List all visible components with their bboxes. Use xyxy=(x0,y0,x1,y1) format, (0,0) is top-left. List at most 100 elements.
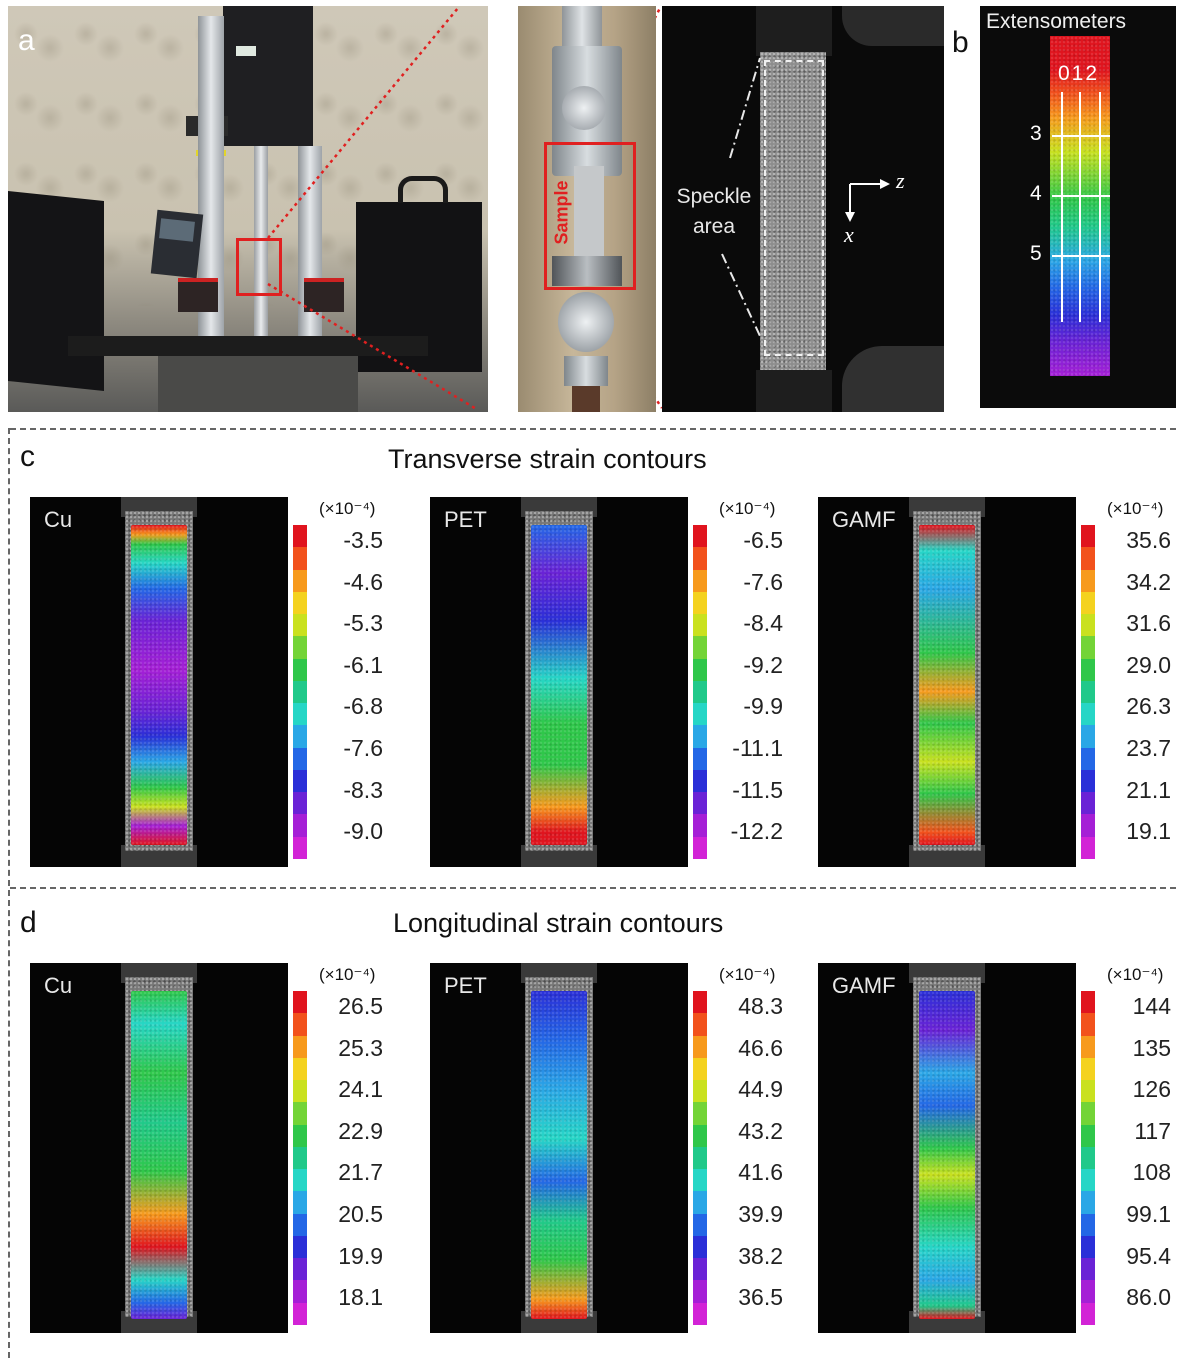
colorbar-tick-label: 95.4 xyxy=(1126,1242,1171,1269)
colorbar-unit: (×10⁻⁴) xyxy=(319,965,376,984)
colorbar-tick-label: 20.5 xyxy=(338,1201,383,1227)
panel_d-cu-contour-image: Cu xyxy=(30,963,288,1333)
colorbar-unit: (×10⁻⁴) xyxy=(719,499,776,518)
colorbar-tick-label: 21.1 xyxy=(1126,776,1171,803)
colorbar xyxy=(293,525,307,859)
sample-label: Sample xyxy=(551,180,572,245)
colorbar-tick-label: -6.8 xyxy=(343,693,383,720)
strain-field xyxy=(131,525,187,845)
colorbar-tick-label: -11.5 xyxy=(732,776,783,803)
colorbar-tick-label: -9.0 xyxy=(343,818,383,845)
extensometers-title: Extensometers xyxy=(986,10,1127,33)
colorbar-tick-label: 25.3 xyxy=(338,1034,383,1061)
colorbar-unit: (×10⁻⁴) xyxy=(1107,499,1164,518)
colorbar-tick-label: -3.5 xyxy=(343,527,383,553)
strain-field xyxy=(919,525,975,845)
speckle-label: Speckle area xyxy=(676,185,752,238)
panel-letter-c: c xyxy=(20,440,35,473)
colorbar-tick-label: 99.1 xyxy=(1126,1201,1171,1227)
colorbar-tick-label: 126 xyxy=(1132,1076,1171,1103)
colorbar-tick-label: 36.5 xyxy=(738,1284,783,1311)
colorbar-tick-label: 31.6 xyxy=(1126,610,1171,637)
colorbar-tick-label: 38.2 xyxy=(738,1242,783,1269)
extensometer-vertical-labels: 012 xyxy=(1058,62,1100,85)
panel_c-cu-contour-image: Cu xyxy=(30,497,288,867)
extensometer-label-3: 3 xyxy=(1030,122,1042,145)
grip-closeup-photo: Sample xyxy=(518,6,656,412)
colorbar-tick-label: 86.0 xyxy=(1126,1284,1171,1311)
colorbar xyxy=(293,991,307,1325)
material-label: PET xyxy=(444,973,487,998)
colorbar-tick-label: 21.7 xyxy=(338,1159,383,1186)
colorbar-tick-label: -8.4 xyxy=(743,610,783,637)
sample-highlight-box xyxy=(236,238,282,296)
colorbar-unit: (×10⁻⁴) xyxy=(319,499,376,518)
material-label: GAMF xyxy=(832,973,896,998)
colorbar-tick-label: 35.6 xyxy=(1126,527,1171,553)
strain-field xyxy=(131,991,187,1319)
colorbar-tick-label: 117 xyxy=(1134,1117,1171,1144)
colorbar-tick-label: 41.6 xyxy=(738,1159,783,1186)
longitudinal-title: Longitudinal strain contours xyxy=(393,908,724,938)
colorbar-tick-label: 19.9 xyxy=(338,1242,383,1269)
speckle-area-box xyxy=(764,60,824,356)
axis-z-label: z xyxy=(896,168,905,193)
colorbar xyxy=(1081,525,1095,859)
colorbar-tick-label: -6.5 xyxy=(743,527,783,553)
colorbar-tick-label: -4.6 xyxy=(343,568,383,595)
separator-top xyxy=(10,428,1176,430)
extensometer-view: Extensometers 012 3 4 5 xyxy=(980,6,1176,408)
extensometer-lines xyxy=(1052,92,1110,322)
colorbar-tick-label: 43.2 xyxy=(738,1117,783,1144)
separator-left xyxy=(8,428,10,1358)
panel_c-pet-contour-image: PET xyxy=(430,497,688,867)
colorbar xyxy=(693,525,707,859)
separator-middle xyxy=(10,887,1176,889)
colorbar-tick-label: 22.9 xyxy=(338,1117,383,1144)
colorbar-tick-label: 23.7 xyxy=(1126,735,1171,761)
colorbar-tick-label: -9.9 xyxy=(743,693,783,720)
panel-letter-a: a xyxy=(18,24,35,57)
colorbar-tick-label: -8.3 xyxy=(343,776,383,803)
colorbar-tick-label: 135 xyxy=(1132,1034,1171,1061)
material-label: Cu xyxy=(44,507,73,532)
colorbar-tick-label: 108 xyxy=(1132,1159,1171,1186)
speckle-camera-view: Speckle area z x xyxy=(662,6,944,412)
colorbar-tick-label: -7.6 xyxy=(743,568,783,595)
colorbar-tick-label: 29.0 xyxy=(1126,651,1171,678)
strain-field xyxy=(531,991,587,1319)
colorbar-tick-label: 46.6 xyxy=(738,1034,783,1061)
colorbar-tick-label: -7.6 xyxy=(343,735,383,761)
panel_c-gamf-contour-image: GAMF xyxy=(818,497,1076,867)
panel-letter-b: b xyxy=(952,26,969,59)
colorbar-tick-label: 19.1 xyxy=(1126,818,1171,845)
colorbar-tick-label: 26.3 xyxy=(1126,693,1171,720)
colorbar-tick-label: 144 xyxy=(1132,993,1171,1019)
colorbar-tick-label: -11.1 xyxy=(732,735,783,761)
transverse-title: Transverse strain contours xyxy=(388,444,707,474)
colorbar-tick-label: 26.5 xyxy=(338,993,383,1019)
axis-x-label: x xyxy=(844,222,854,247)
material-label: Cu xyxy=(44,973,73,998)
colorbar xyxy=(1081,991,1095,1325)
colorbar-tick-label: 39.9 xyxy=(738,1201,783,1227)
colorbar-unit: (×10⁻⁴) xyxy=(1107,965,1164,984)
colorbar-tick-label: 24.1 xyxy=(338,1076,383,1103)
panel_d-gamf-contour-image: GAMF xyxy=(818,963,1076,1333)
colorbar-tick-label: 48.3 xyxy=(738,993,783,1019)
colorbar-tick-label: 44.9 xyxy=(738,1076,783,1103)
colorbar-tick-label: -12.2 xyxy=(730,818,783,845)
extensometer-label-5: 5 xyxy=(1030,242,1042,265)
colorbar-tick-label: 34.2 xyxy=(1126,568,1171,595)
panel_d-pet-contour-image: PET xyxy=(430,963,688,1333)
colorbar-tick-label: -5.3 xyxy=(343,610,383,637)
colorbar-tick-label: 18.1 xyxy=(338,1284,383,1311)
extensometer-label-4: 4 xyxy=(1030,182,1042,205)
material-label: PET xyxy=(444,507,487,532)
colorbar-tick-label: -6.1 xyxy=(343,651,383,678)
strain-field xyxy=(919,991,975,1319)
colorbar-unit: (×10⁻⁴) xyxy=(719,965,776,984)
material-label: GAMF xyxy=(832,507,896,532)
test-machine-photo xyxy=(8,6,488,412)
colorbar xyxy=(693,991,707,1325)
